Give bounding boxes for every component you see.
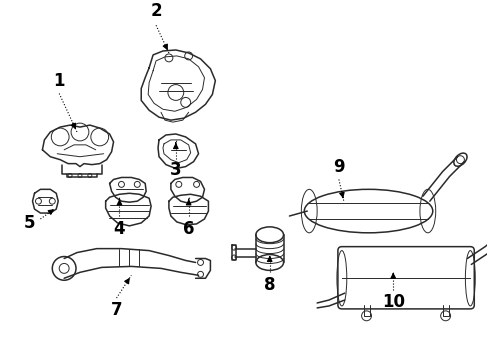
Text: 1: 1: [53, 72, 65, 90]
Text: 6: 6: [183, 220, 195, 238]
Text: 4: 4: [114, 220, 125, 238]
Text: 5: 5: [24, 214, 35, 232]
Text: 7: 7: [111, 301, 122, 319]
Text: 10: 10: [382, 293, 405, 311]
Text: 3: 3: [170, 161, 182, 179]
Text: 8: 8: [264, 276, 275, 294]
Text: 9: 9: [333, 158, 344, 176]
Text: 2: 2: [150, 3, 162, 21]
